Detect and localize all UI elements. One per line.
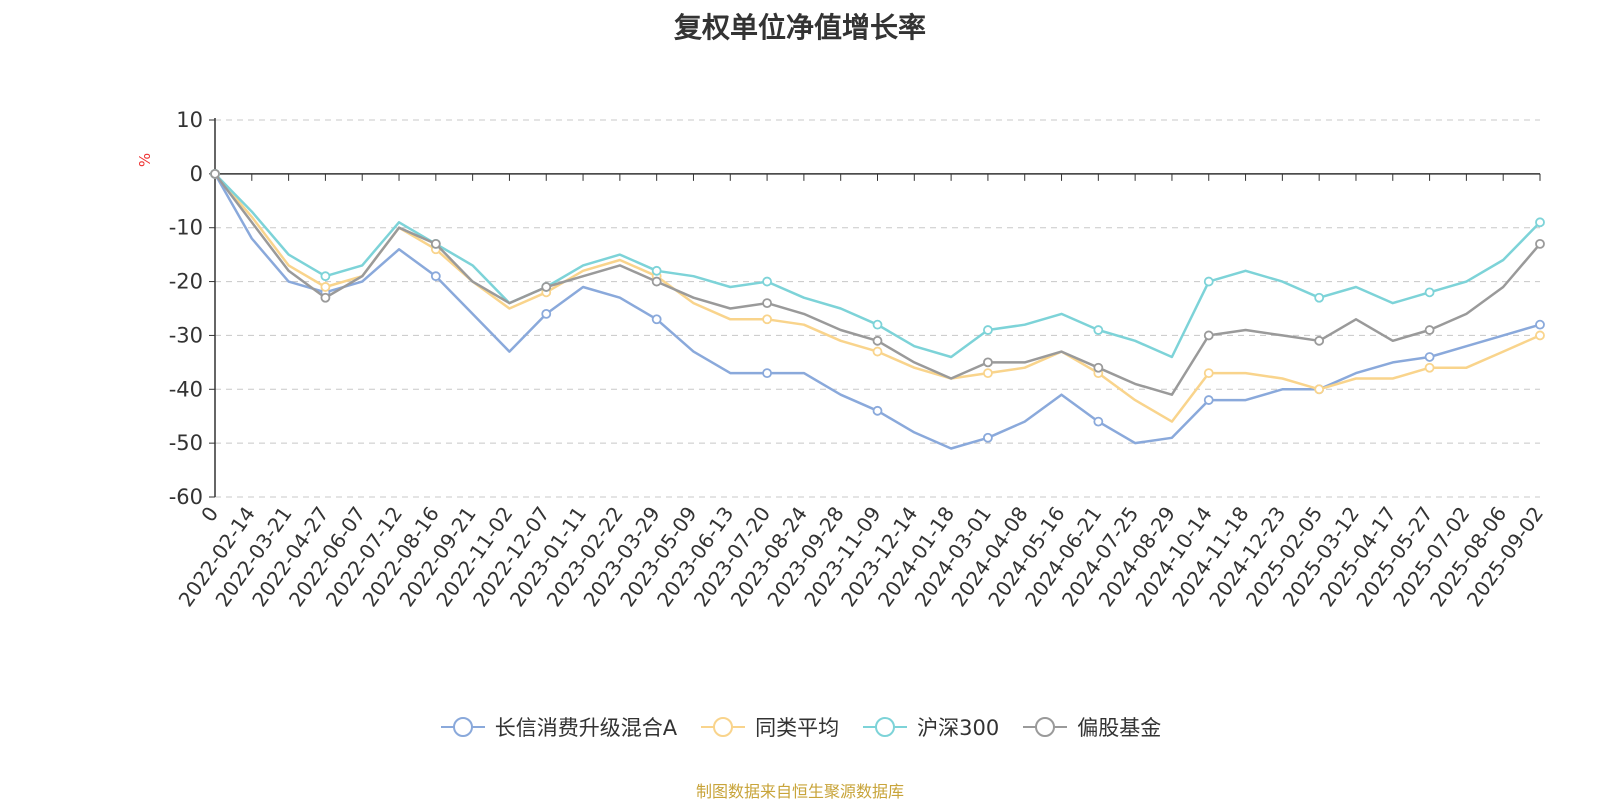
legend-item[interactable]: 偏股基金 bbox=[1021, 712, 1161, 742]
legend-label: 偏股基金 bbox=[1077, 716, 1162, 740]
y-tick-label: 10 bbox=[176, 108, 203, 132]
data-point bbox=[320, 271, 331, 282]
data-point bbox=[1093, 416, 1104, 427]
data-point bbox=[651, 265, 662, 276]
data-point bbox=[1424, 362, 1435, 373]
chart-title: 复权单位净值增长率 bbox=[673, 11, 926, 44]
legend-marker-icon bbox=[1023, 717, 1068, 737]
data-point bbox=[983, 357, 993, 368]
data-point bbox=[1093, 325, 1104, 335]
data-point bbox=[1314, 335, 1325, 346]
series-2 bbox=[210, 168, 1545, 359]
grid-lines bbox=[215, 119, 1540, 498]
y-axis-ticks: 10 0 -10 -20 -30 -40 -50 -60 bbox=[169, 108, 215, 509]
data-point bbox=[1203, 368, 1214, 379]
data-point bbox=[541, 308, 552, 319]
legend: 长信消费升级混合A 同类平均 沪深300 偏股基金 bbox=[0, 712, 1600, 742]
x-axis-ticks: 02022-02-142022-03-212022-04-272022-06-0… bbox=[174, 173, 1548, 611]
data-point bbox=[1535, 238, 1545, 249]
data-point bbox=[872, 346, 883, 357]
source-note: 制图数据来自恒生聚源数据库 bbox=[695, 782, 904, 801]
data-point bbox=[1424, 352, 1435, 362]
data-point bbox=[762, 314, 772, 325]
y-tick-label: -10 bbox=[169, 216, 203, 240]
y-tick-label: -40 bbox=[169, 377, 203, 401]
y-tick-label: -30 bbox=[169, 323, 203, 347]
data-point bbox=[1203, 395, 1214, 405]
data-point bbox=[1203, 330, 1214, 341]
y-axis-label: % bbox=[136, 153, 154, 167]
data-point bbox=[320, 282, 331, 292]
data-point bbox=[651, 276, 662, 287]
series-1 bbox=[210, 168, 1545, 423]
data-point bbox=[1535, 330, 1545, 341]
y-tick-label: -20 bbox=[169, 270, 203, 294]
data-point bbox=[1424, 287, 1435, 298]
data-point bbox=[210, 168, 220, 179]
data-point bbox=[1535, 319, 1545, 330]
data-point bbox=[1424, 325, 1435, 335]
data-point bbox=[762, 368, 772, 379]
data-point bbox=[1314, 384, 1325, 395]
series-line bbox=[214, 173, 1541, 423]
legend-marker-icon bbox=[863, 717, 908, 737]
data-point bbox=[762, 298, 772, 309]
data-point bbox=[651, 314, 662, 325]
legend-label: 沪深300 bbox=[917, 716, 1000, 740]
legend-label: 长信消费升级混合A bbox=[494, 716, 678, 740]
data-point bbox=[983, 325, 993, 335]
legend-item[interactable]: 沪深300 bbox=[861, 712, 999, 742]
legend-item[interactable]: 长信消费升级混合A bbox=[439, 712, 677, 742]
data-point bbox=[320, 292, 331, 303]
y-tick-label: -50 bbox=[169, 431, 203, 455]
legend-marker-icon bbox=[440, 717, 485, 737]
data-point bbox=[983, 368, 993, 379]
y-tick-label: 0 bbox=[190, 162, 203, 186]
data-point bbox=[1093, 362, 1104, 373]
data-point bbox=[1203, 276, 1214, 287]
series-0 bbox=[210, 168, 1545, 450]
data-point bbox=[1314, 292, 1325, 303]
legend-label: 同类平均 bbox=[755, 716, 840, 740]
data-point bbox=[872, 319, 883, 330]
legend-item[interactable]: 同类平均 bbox=[699, 712, 839, 742]
data-point bbox=[541, 282, 552, 292]
data-point bbox=[1535, 217, 1545, 228]
series-lines bbox=[210, 168, 1545, 450]
legend-marker-icon bbox=[701, 717, 746, 737]
data-point bbox=[762, 276, 772, 287]
y-tick-label: -60 bbox=[169, 485, 203, 509]
data-point bbox=[430, 271, 441, 282]
data-point bbox=[872, 405, 883, 416]
data-point bbox=[983, 432, 993, 443]
series-3 bbox=[210, 168, 1545, 396]
data-point bbox=[430, 238, 441, 249]
series-line bbox=[214, 173, 1541, 396]
data-point bbox=[872, 335, 883, 346]
